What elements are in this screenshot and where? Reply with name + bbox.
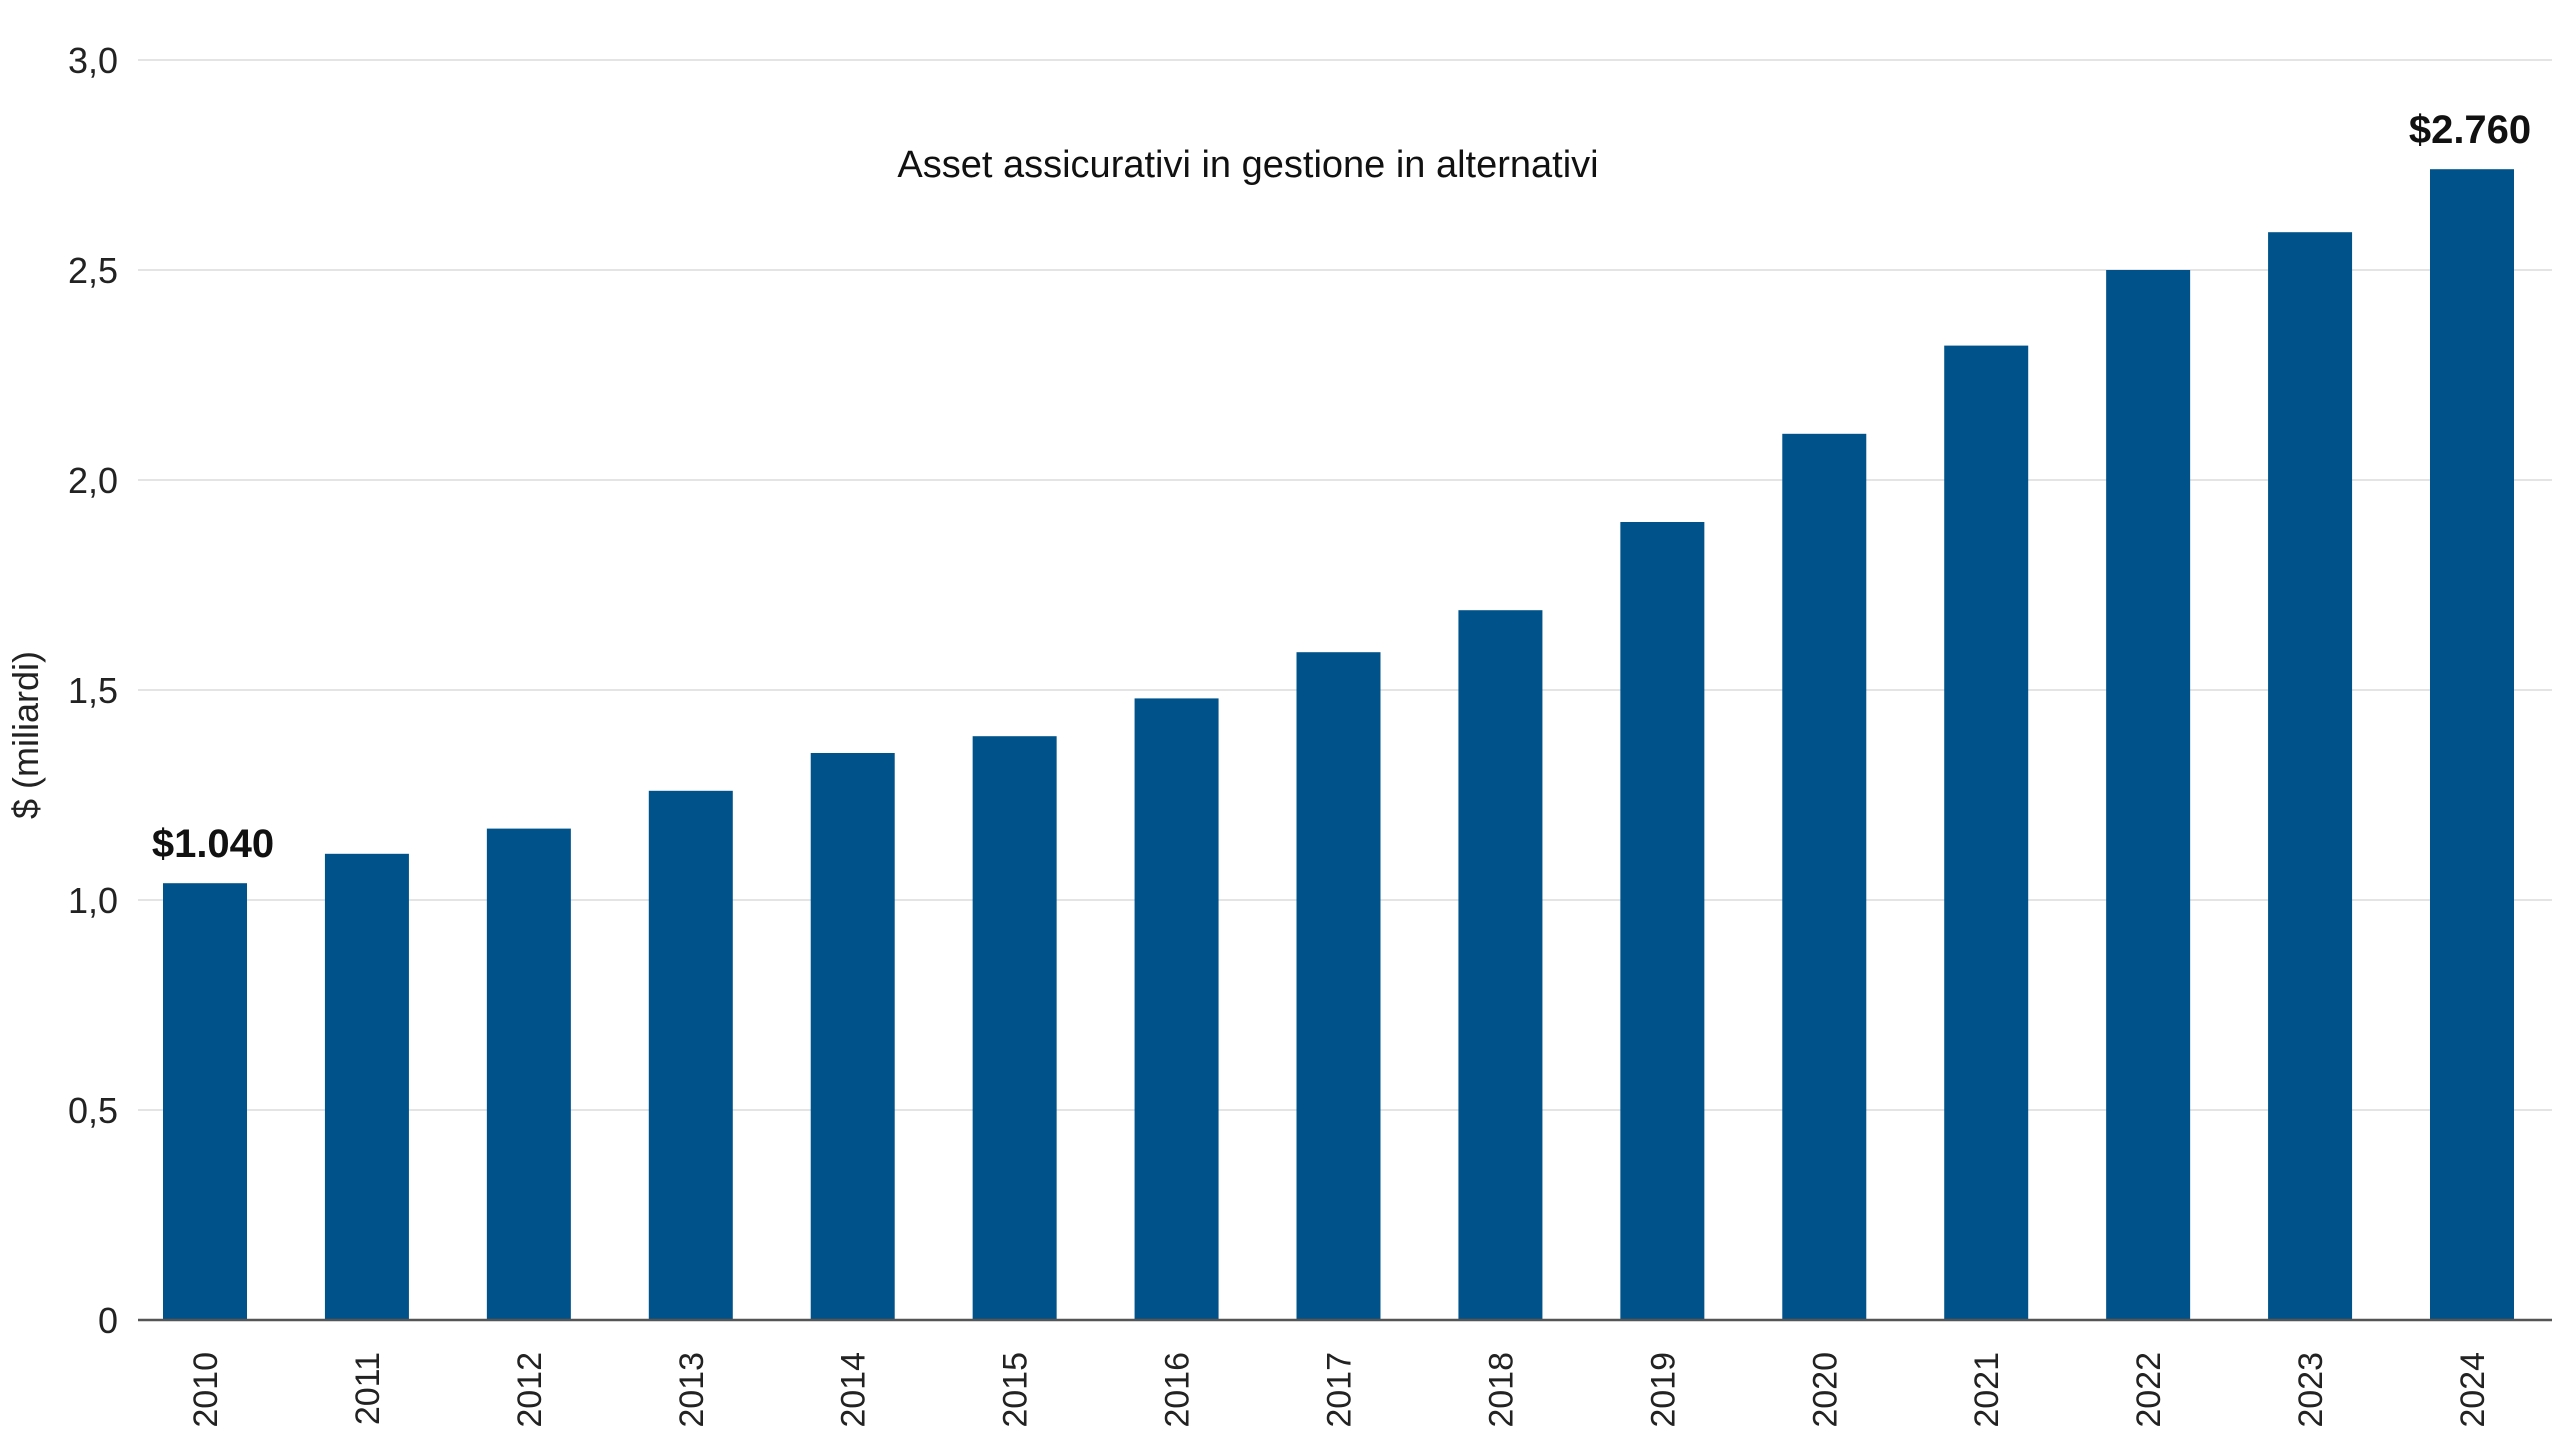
bar-2018: [1458, 610, 1543, 1320]
data-label-2024: $2.760: [2409, 108, 2531, 152]
y-tick-label: 1,5: [68, 670, 118, 711]
x-tick-label: 2014: [835, 1352, 873, 1428]
bar-2019: [1620, 522, 1705, 1320]
y-tick-label: 1,0: [68, 880, 118, 921]
y-tick-label: 0,5: [68, 1090, 118, 1131]
y-tick-label: 3,0: [68, 40, 118, 81]
x-tick-label: 2011: [349, 1352, 387, 1425]
x-tick-label: 2015: [997, 1352, 1035, 1428]
series-annotation: Asset assicurativi in gestione in altern…: [897, 144, 1598, 186]
x-tick-label: 2023: [2292, 1352, 2330, 1428]
bar-2010: [163, 883, 247, 1320]
x-tick-label: 2024: [2454, 1352, 2492, 1428]
x-tick-label: 2018: [1482, 1352, 1520, 1428]
bar-2013: [648, 790, 733, 1320]
x-tick-label: 2012: [511, 1352, 549, 1428]
x-tick-label: 2020: [1806, 1352, 1844, 1428]
bar-2012: [486, 828, 571, 1320]
x-axis-ticks: 2010 2011 2012 2013 2014 2015 2016 2017 2018 2019…: [187, 1352, 2492, 1428]
bar-2024: [2430, 169, 2514, 1321]
bar-2023: [2268, 232, 2353, 1321]
x-tick-label: 2019: [1644, 1352, 1682, 1428]
y-axis-ticks: 0 0,5 1,0 1,5 2,0 2,5 3,0: [68, 40, 118, 1341]
bar-2016: [1134, 698, 1219, 1320]
x-tick-label: 2016: [1159, 1352, 1197, 1428]
x-tick-label: 2021: [1968, 1352, 2006, 1428]
bar-2015: [972, 736, 1057, 1320]
y-tick-label: 2,0: [68, 460, 118, 501]
x-tick-label: 2013: [673, 1352, 711, 1428]
x-tick-label: 2010: [187, 1352, 225, 1428]
bars: [163, 169, 2514, 1321]
y-axis-label: $ (miliardi): [5, 651, 46, 819]
bar-2022: [2106, 270, 2191, 1320]
bar-2011: [324, 853, 409, 1320]
bar-2014: [810, 753, 895, 1320]
x-tick-label: 2022: [2130, 1352, 2168, 1428]
bar-2020: [1782, 433, 1867, 1320]
y-tick-label: 0: [98, 1300, 118, 1341]
data-label-2010: $1.040: [152, 822, 274, 866]
x-tick-label: 2017: [1321, 1352, 1359, 1428]
bar-2017: [1296, 652, 1381, 1320]
bar-2021: [1944, 345, 2029, 1321]
data-labels: $1.040 $2.760: [152, 108, 2531, 866]
y-tick-label: 2,5: [68, 250, 118, 291]
